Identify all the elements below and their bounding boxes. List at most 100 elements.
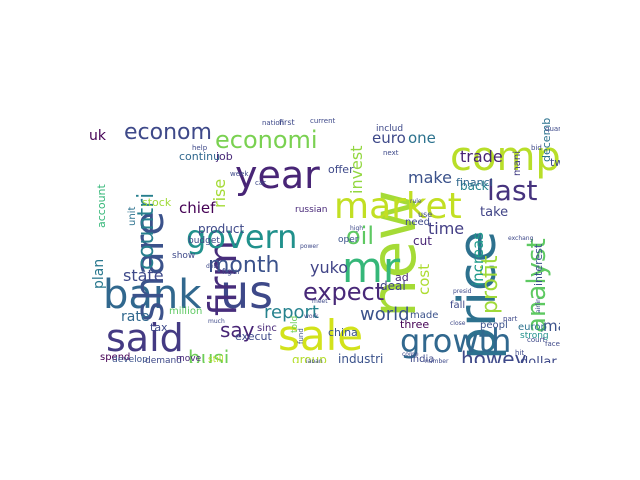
word-develop: develop [112, 355, 148, 363]
word-year: year [235, 153, 320, 197]
word-back: back [460, 179, 489, 193]
word-interest: interest [532, 243, 545, 286]
word-take: take [480, 205, 508, 220]
word-meet: meet [312, 298, 328, 305]
word-decemb: decemb [540, 118, 553, 162]
word-budget: budget [188, 236, 220, 246]
word-plan: plan [91, 259, 107, 289]
word-market: market [334, 186, 462, 227]
word-uk: uk [89, 128, 107, 144]
word-russian: russian [295, 205, 328, 215]
word-part: part [503, 315, 518, 323]
word-say: say [220, 318, 255, 342]
word-rate: rate [121, 309, 149, 325]
word-trade: trade [460, 147, 503, 166]
word-cost: cost [415, 264, 433, 295]
word-month: month [208, 253, 279, 278]
word-current: current [310, 118, 336, 125]
word-firm: firm [201, 240, 245, 316]
word-help: help [192, 144, 208, 152]
word-mr: mr [342, 243, 401, 292]
word-increas: increas [469, 232, 487, 286]
word-countri: countri [134, 193, 159, 270]
word-yuko: yuko [310, 258, 348, 277]
word-deal: deal [380, 279, 406, 293]
word-million: million [169, 306, 202, 317]
word-govern: govern [186, 218, 297, 256]
word-rise: rise [210, 179, 229, 208]
word-first: first [279, 118, 295, 127]
word-japan: japan [305, 358, 323, 363]
word-airlin: airlin [535, 298, 542, 313]
word-made: made [410, 310, 438, 321]
word-number: number [425, 358, 449, 363]
word-state: state [123, 266, 164, 285]
word-one: one [408, 129, 436, 147]
word-still: still [208, 355, 224, 363]
word-china: china [328, 326, 358, 339]
word-next: next [383, 149, 399, 157]
word-spend: spend [100, 352, 130, 363]
word-move: move [176, 354, 202, 363]
word-may: may [543, 317, 560, 335]
word-need: need [405, 217, 430, 228]
word-bank: bank [103, 272, 202, 318]
word-europ: europ [518, 322, 547, 333]
word-power: power [300, 243, 319, 250]
word-fund: fund [297, 328, 305, 344]
word-face: face [545, 340, 560, 348]
word-close: close [450, 320, 466, 327]
word-exchang: exchang [508, 235, 534, 242]
word-job: job [215, 150, 233, 163]
word-car: car [255, 179, 266, 187]
word-profit: profit [478, 255, 503, 314]
word-three: three [400, 318, 429, 331]
word-much: much [208, 318, 225, 325]
word-rule: rule [410, 198, 422, 205]
word-growth: growth [400, 322, 511, 360]
word-india: india [410, 354, 434, 363]
word-tax: tax [150, 321, 168, 334]
word-euro: euro [372, 129, 406, 147]
word-come: come [402, 351, 419, 358]
word-hit: hit [515, 349, 524, 357]
word-said: said [106, 316, 184, 360]
word-week: week [230, 170, 249, 178]
word-time: time [428, 219, 464, 238]
word-econom: econom [124, 120, 212, 145]
word-sinc: sinc [257, 323, 277, 334]
word-high: high [350, 225, 363, 232]
word-chief: chief [179, 199, 216, 217]
word-invest: invest [347, 145, 366, 194]
word-told: told [290, 316, 300, 333]
word-fall: fall [450, 300, 465, 311]
word-busi: busi [188, 346, 229, 363]
word-show: show [172, 251, 195, 261]
word-demand: demand [145, 356, 182, 363]
word-sale: sale [278, 311, 363, 360]
word-execut: execut [235, 330, 273, 343]
word-figur: figur [222, 267, 241, 276]
word-mani: mani [512, 151, 523, 176]
word-offer: offer [328, 163, 354, 176]
word-court: court [527, 336, 545, 344]
word-account: account [95, 183, 108, 228]
word-work: work [304, 313, 319, 320]
word-compani: compani [450, 134, 560, 180]
word-world: world [360, 304, 410, 325]
word-economi: economi [215, 126, 318, 154]
word-price: price [448, 231, 508, 360]
word-ad: ad [395, 271, 409, 284]
word-unit: unit [127, 207, 138, 226]
word-group: group [292, 353, 327, 363]
word-cut: cut [413, 234, 432, 248]
word-continu: continu [179, 150, 220, 163]
word-use: use [418, 210, 432, 219]
word-report: report [264, 302, 319, 323]
word-howev: howev [461, 347, 527, 363]
word-new: new [357, 190, 430, 318]
word-nation: nation [262, 119, 284, 127]
word-last: last [487, 174, 538, 207]
